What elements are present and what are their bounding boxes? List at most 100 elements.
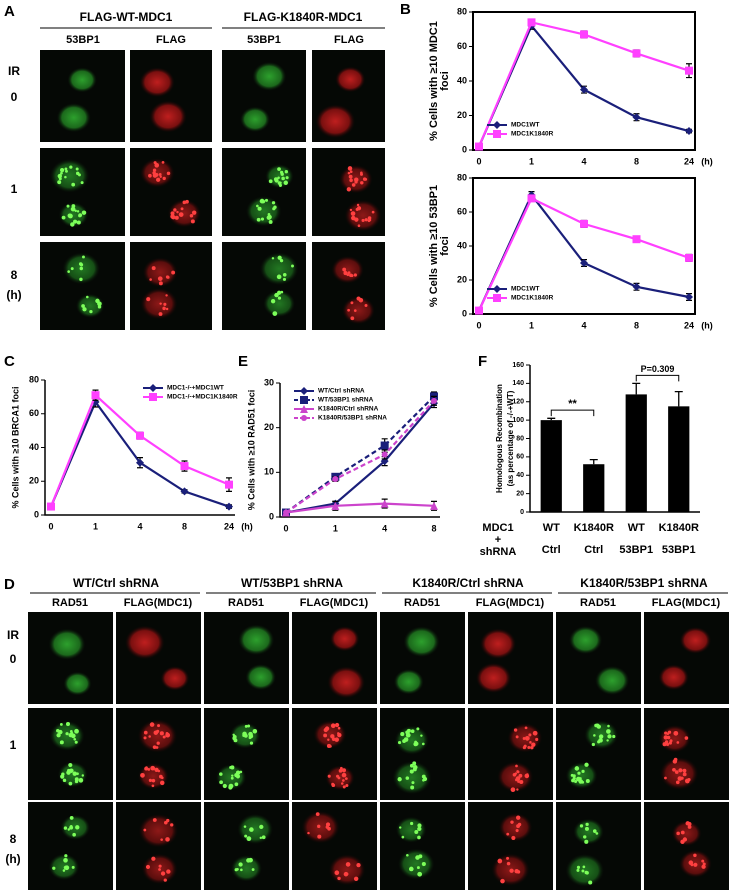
column-label: FLAG(MDC1) bbox=[476, 597, 545, 609]
column-header: FLAG-K1840R-MDC1 bbox=[244, 10, 363, 24]
panel-label: B bbox=[400, 1, 411, 18]
x-tick-label: 4 bbox=[581, 156, 586, 166]
focus bbox=[410, 785, 415, 790]
legend-label: K1840R/Ctrl shRNA bbox=[318, 406, 379, 413]
focus bbox=[576, 776, 581, 782]
nucleus bbox=[568, 625, 603, 655]
marker bbox=[136, 431, 144, 440]
series-line bbox=[49, 393, 230, 507]
y-tick-label: 120 bbox=[512, 399, 524, 406]
focus bbox=[270, 299, 276, 304]
marker bbox=[632, 113, 641, 122]
focus bbox=[74, 728, 79, 734]
focus bbox=[239, 770, 243, 774]
column-label: FLAG bbox=[156, 34, 186, 46]
focus bbox=[531, 742, 536, 747]
marker bbox=[180, 487, 189, 496]
panel-label: A bbox=[4, 3, 15, 20]
focus bbox=[360, 181, 364, 185]
focus bbox=[231, 774, 234, 777]
row-label: (h) bbox=[5, 852, 20, 866]
focus bbox=[371, 210, 375, 214]
focus bbox=[268, 179, 273, 184]
focus bbox=[182, 200, 187, 205]
micrograph bbox=[380, 612, 465, 704]
focus bbox=[260, 217, 265, 221]
focus bbox=[335, 722, 340, 728]
series-line bbox=[285, 395, 435, 514]
focus bbox=[522, 737, 526, 740]
focus bbox=[78, 213, 83, 218]
focus bbox=[347, 308, 351, 312]
focus bbox=[76, 210, 80, 213]
focus bbox=[158, 173, 162, 176]
focus bbox=[64, 865, 70, 871]
focus bbox=[190, 219, 195, 224]
legend-marker bbox=[149, 393, 157, 401]
focus bbox=[497, 858, 503, 864]
annotation: ** bbox=[568, 398, 577, 410]
nucleus bbox=[263, 290, 296, 318]
focus bbox=[598, 734, 604, 739]
focus bbox=[591, 742, 596, 747]
focus bbox=[76, 220, 81, 225]
focus bbox=[516, 815, 521, 820]
nucleus bbox=[398, 848, 435, 880]
focus bbox=[342, 267, 347, 272]
focus bbox=[413, 762, 416, 766]
focus bbox=[63, 857, 68, 863]
y-axis-label: % Cells with ≥10 RAD51 foci bbox=[246, 390, 256, 510]
plot-frame bbox=[472, 177, 696, 315]
focus bbox=[680, 830, 685, 835]
focus bbox=[154, 172, 159, 177]
focus bbox=[506, 861, 511, 866]
nucleus bbox=[573, 818, 604, 845]
x-tick-label: K1840R bbox=[659, 522, 699, 534]
series-line bbox=[477, 192, 690, 312]
focus bbox=[345, 862, 351, 867]
y-tick-label: 0 bbox=[520, 509, 524, 516]
marker bbox=[632, 282, 641, 291]
focus bbox=[327, 738, 330, 741]
error-bar bbox=[674, 390, 683, 407]
focus bbox=[284, 170, 289, 174]
focus bbox=[272, 207, 276, 211]
y-tick-label: 20 bbox=[457, 274, 467, 284]
x-tick-label: 4 bbox=[581, 320, 586, 330]
x-tick-label: 8 bbox=[431, 523, 436, 533]
focus bbox=[349, 170, 353, 174]
focus bbox=[146, 297, 151, 302]
marker bbox=[332, 476, 339, 483]
focus bbox=[673, 730, 679, 736]
panel-label: C bbox=[4, 353, 15, 370]
focus bbox=[412, 767, 417, 772]
y-tick-label: 0 bbox=[34, 509, 39, 519]
focus bbox=[52, 866, 56, 870]
annotation: P=0.309 bbox=[641, 364, 675, 374]
marker bbox=[331, 501, 340, 510]
focus bbox=[668, 741, 672, 745]
row-label: 1 bbox=[10, 738, 17, 752]
focus bbox=[673, 757, 678, 762]
x-tick-label: 1 bbox=[529, 156, 534, 166]
focus bbox=[63, 826, 68, 830]
focus bbox=[149, 722, 155, 727]
y-tick-label: 0 bbox=[269, 511, 274, 521]
focus bbox=[81, 304, 85, 308]
focus bbox=[606, 729, 611, 734]
focus bbox=[342, 779, 345, 782]
focus bbox=[85, 295, 89, 299]
focus bbox=[234, 772, 239, 778]
focus bbox=[417, 823, 422, 828]
row-label: 8 bbox=[11, 268, 18, 282]
focus bbox=[148, 735, 151, 738]
nucleus bbox=[301, 810, 340, 844]
focus bbox=[151, 784, 155, 788]
column-label: FLAG(MDC1) bbox=[652, 597, 721, 609]
focus bbox=[330, 723, 336, 729]
nucleus bbox=[679, 626, 712, 654]
legend-marker bbox=[301, 415, 307, 421]
focus bbox=[515, 829, 519, 833]
micrograph bbox=[130, 148, 212, 236]
focus bbox=[277, 255, 282, 260]
